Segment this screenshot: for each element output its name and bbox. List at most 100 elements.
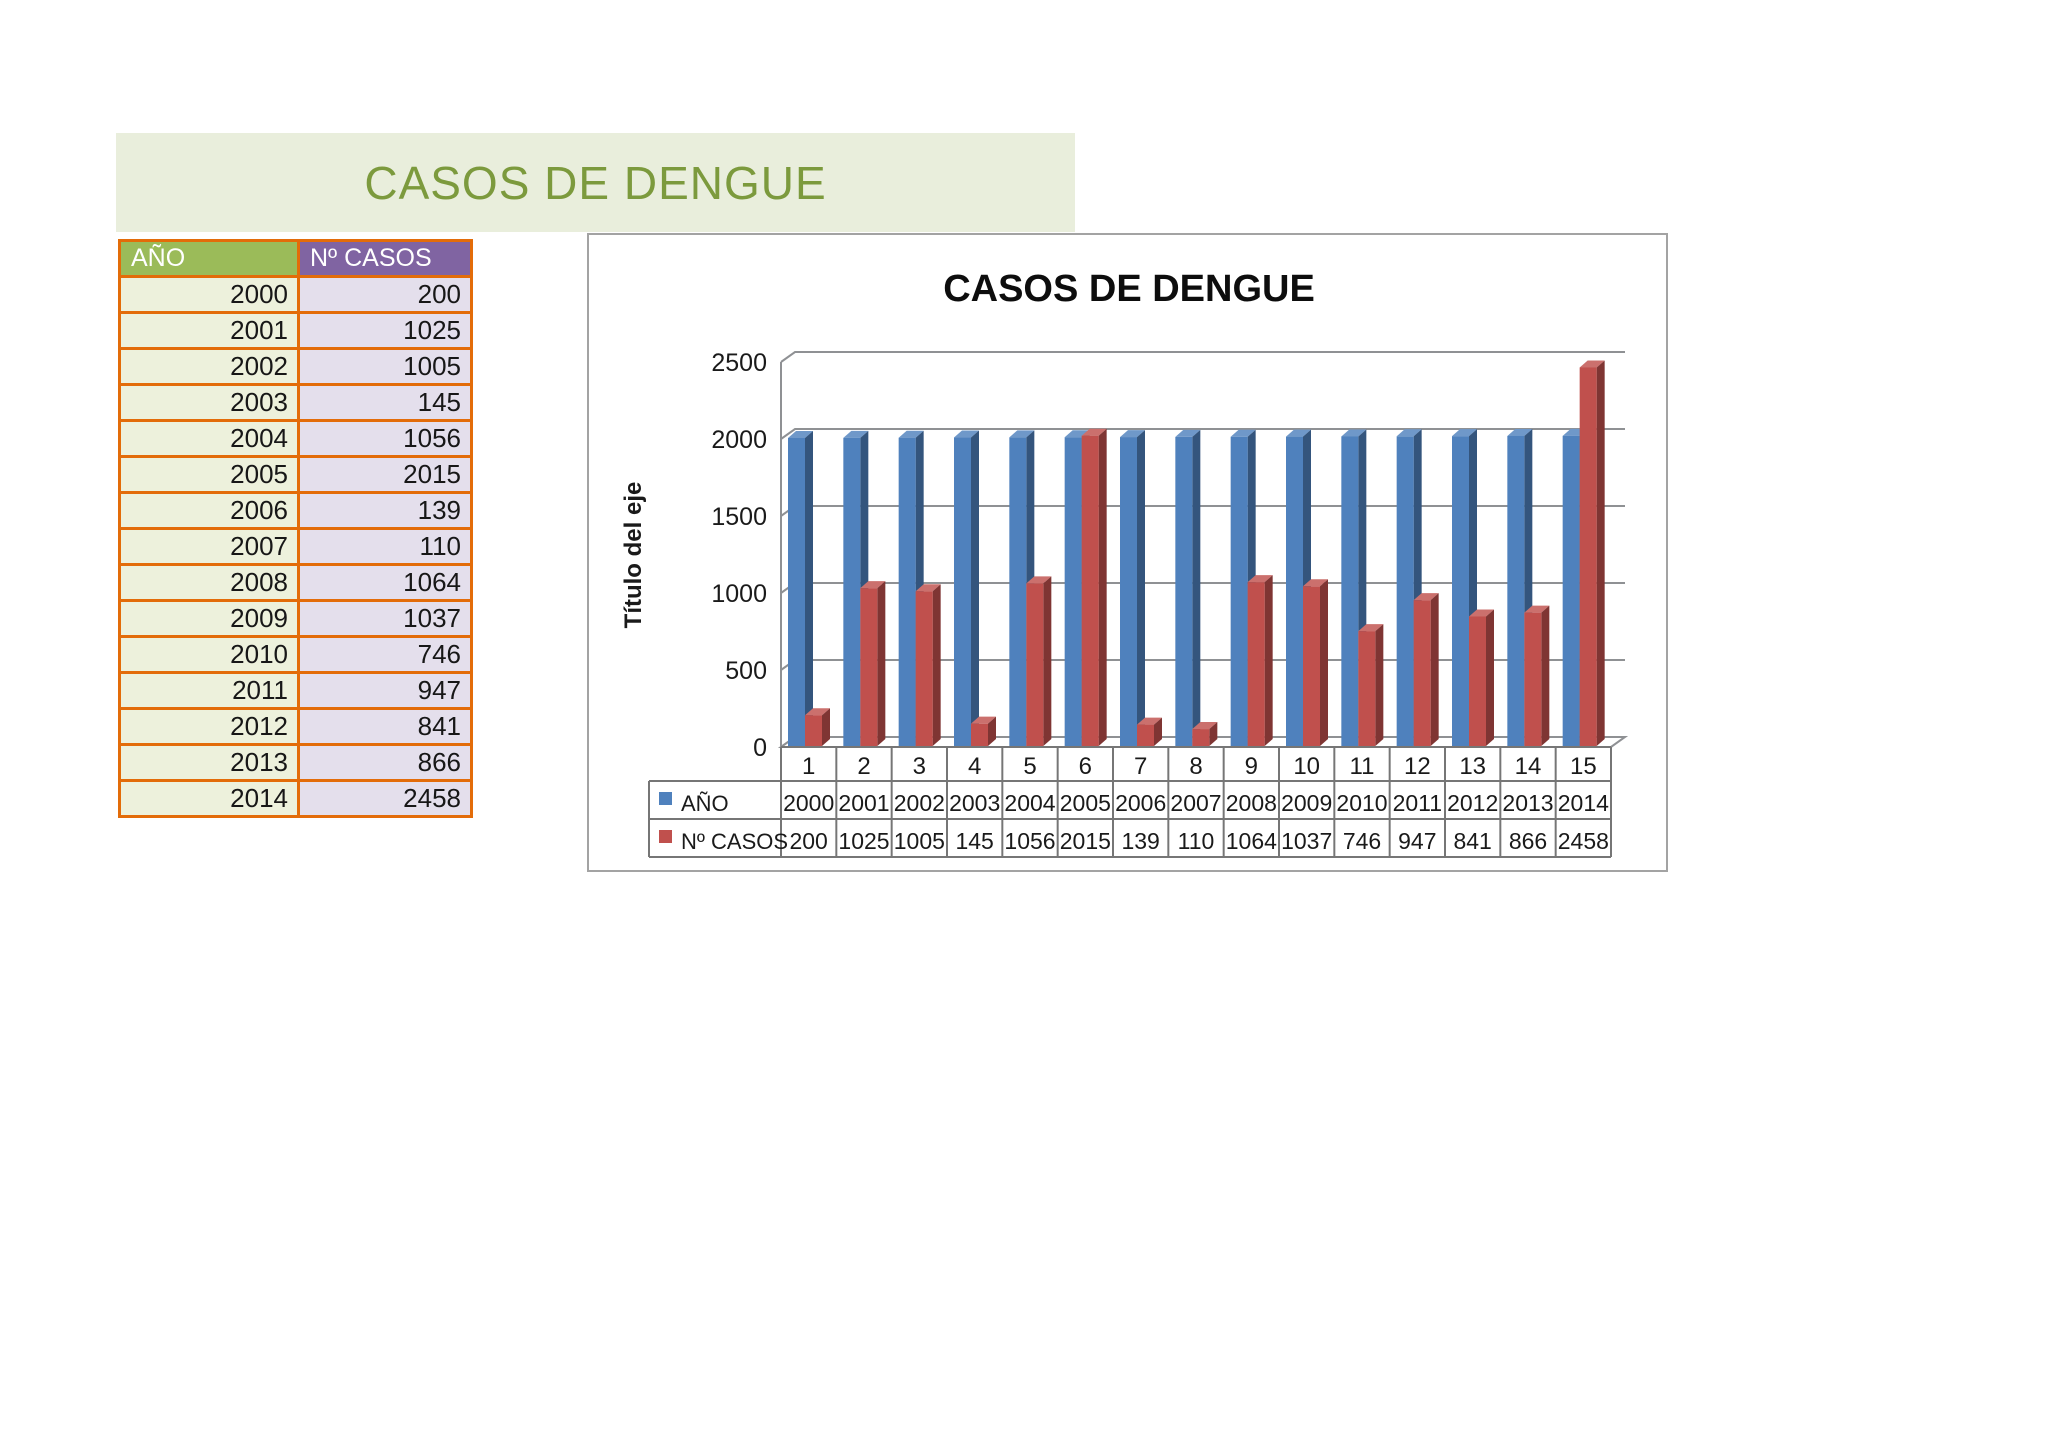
bar-Nº CASOS-4 — [971, 723, 988, 746]
bar-Nº CASOS-2 — [860, 588, 878, 746]
bar-side-Nº CASOS-8 — [1209, 722, 1218, 746]
table-value-casos: 110 — [1178, 828, 1215, 854]
year-column-header: AÑO — [118, 239, 300, 278]
table-value-ano: 2011 — [1393, 790, 1442, 816]
year-cell: 2013 — [118, 743, 300, 782]
bar-AÑO-7 — [1120, 437, 1137, 746]
bar-AÑO-10 — [1286, 436, 1303, 746]
table-value-ano: 2004 — [1004, 790, 1055, 816]
table-value-casos: 746 — [1343, 828, 1381, 854]
bar-AÑO-8 — [1175, 436, 1193, 746]
year-cell: 2008 — [118, 563, 300, 602]
table-value-casos: 200 — [789, 828, 827, 854]
bar-top-Nº CASOS-6 — [1081, 428, 1107, 436]
bar-top-Nº CASOS-1 — [805, 708, 830, 716]
page-banner: CASOS DE DENGUE — [116, 133, 1075, 232]
bar-top-AÑO-7 — [1120, 430, 1145, 438]
bar-side-AÑO-8 — [1192, 429, 1201, 746]
cases-cell: 145 — [297, 383, 473, 422]
source-table-row: 2000 200 — [118, 275, 473, 314]
x-category-label: 10 — [1293, 753, 1320, 780]
bar-top-AÑO-13 — [1452, 429, 1477, 437]
y-tick-label: 2500 — [711, 349, 767, 377]
bar-top-Nº CASOS-5 — [1026, 576, 1052, 584]
bar-top-Nº CASOS-7 — [1137, 717, 1162, 725]
source-table-row: 2002 1005 — [118, 347, 473, 386]
table-value-casos: 866 — [1509, 828, 1547, 854]
bar-Nº CASOS-1 — [805, 715, 822, 746]
bar-side-Nº CASOS-11 — [1375, 624, 1384, 746]
x-category-label: 8 — [1189, 753, 1202, 780]
bar-top-AÑO-5 — [1009, 430, 1035, 438]
table-value-ano: 2001 — [838, 790, 889, 816]
bar-side-Nº CASOS-7 — [1154, 717, 1162, 746]
cases-cell: 841 — [297, 707, 473, 746]
bar-Nº CASOS-9 — [1247, 582, 1265, 746]
y-tick-label: 2000 — [711, 426, 767, 454]
bar-AÑO-15 — [1562, 435, 1580, 746]
table-value-ano: 2006 — [1115, 790, 1166, 816]
bar-top-AÑO-1 — [788, 431, 813, 438]
table-value-casos: 1056 — [1004, 828, 1055, 854]
source-table-row: 2003 145 — [118, 383, 473, 422]
source-table-row: 2010 746 — [118, 635, 473, 674]
bar-AÑO-11 — [1341, 436, 1359, 746]
cases-cell: 1056 — [297, 419, 473, 458]
table-value-ano: 2009 — [1281, 790, 1332, 816]
bar-top-AÑO-2 — [843, 430, 869, 438]
source-table-row: 2005 2015 — [118, 455, 473, 494]
chart-container: CASOS DE DENGUE 0 500 1000 1500 2000 2500 Títul… — [587, 233, 1668, 872]
y-tick-label: 1500 — [711, 503, 767, 531]
bar-top-AÑO-9 — [1230, 429, 1256, 437]
bar-side-Nº CASOS-3 — [932, 584, 941, 746]
table-value-casos: 1064 — [1226, 828, 1277, 854]
x-category-label: 14 — [1515, 753, 1542, 780]
bar-side-AÑO-4 — [971, 430, 979, 746]
source-table-row: 2009 1037 — [118, 599, 473, 638]
bar-top-Nº CASOS-11 — [1358, 624, 1384, 632]
table-value-ano: 2003 — [949, 790, 1000, 816]
year-cell: 2000 — [118, 275, 300, 314]
bar-Nº CASOS-11 — [1358, 631, 1376, 746]
gridline — [780, 351, 1625, 363]
bar-top-Nº CASOS-10 — [1303, 579, 1328, 587]
bar-side-Nº CASOS-6 — [1098, 428, 1107, 746]
bar-AÑO-13 — [1452, 436, 1469, 746]
cases-cell: 200 — [297, 275, 473, 314]
chart-svg: CASOS DE DENGUE 0 500 1000 1500 2000 2500 Títul… — [620, 268, 1629, 858]
cases-cell: 1005 — [297, 347, 473, 386]
x-category-label: 9 — [1245, 753, 1258, 780]
bar-side-Nº CASOS-10 — [1320, 579, 1328, 746]
source-table-row: 2012 841 — [118, 707, 473, 746]
bar-top-Nº CASOS-4 — [971, 716, 996, 724]
bar-top-AÑO-10 — [1286, 429, 1311, 437]
bar-top-AÑO-8 — [1175, 429, 1201, 437]
cases-cell: 1025 — [297, 311, 473, 350]
cases-cell: 1064 — [297, 563, 473, 602]
x-category-label: 12 — [1404, 753, 1431, 780]
bar-AÑO-2 — [843, 437, 861, 746]
bar-Nº CASOS-12 — [1413, 600, 1431, 746]
cases-cell: 947 — [297, 671, 473, 710]
source-table-row: 2014 2458 — [118, 779, 473, 818]
bar-side-Nº CASOS-14 — [1541, 605, 1550, 746]
year-cell: 2014 — [118, 779, 300, 818]
bar-Nº CASOS-3 — [915, 591, 933, 746]
table-value-casos: 2458 — [1558, 828, 1609, 854]
year-cell: 2010 — [118, 635, 300, 674]
year-cell: 2007 — [118, 527, 300, 566]
bar-Nº CASOS-7 — [1137, 724, 1154, 746]
bar-top-AÑO-14 — [1507, 428, 1533, 436]
table-value-ano: 2012 — [1447, 790, 1498, 816]
gridline — [780, 428, 1625, 440]
table-value-casos: 947 — [1398, 828, 1436, 854]
cases-cell: 746 — [297, 635, 473, 674]
x-category-label: 15 — [1570, 753, 1597, 780]
x-category-label: 13 — [1459, 753, 1486, 780]
y-tick-label: 0 — [753, 734, 767, 762]
table-value-ano: 2013 — [1502, 790, 1553, 816]
legend-label-casos: Nº CASOS — [681, 829, 788, 854]
bar-side-Nº CASOS-4 — [988, 716, 996, 746]
bar-top-Nº CASOS-8 — [1192, 722, 1218, 730]
year-cell: 2009 — [118, 599, 300, 638]
